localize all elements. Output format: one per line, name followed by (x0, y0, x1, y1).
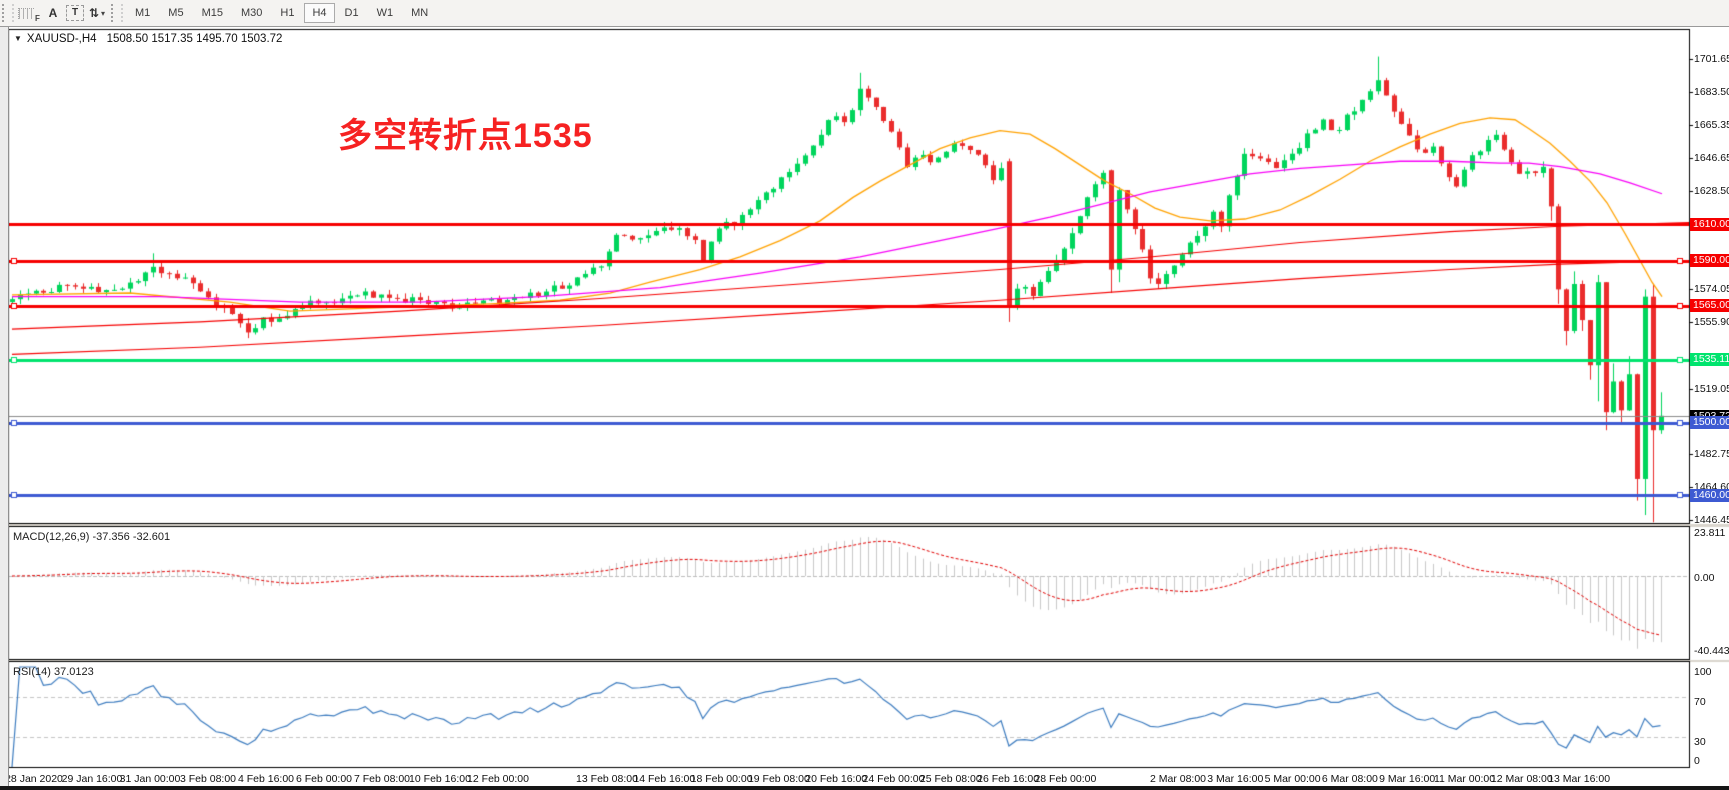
time-axis-label: 25 Feb 08:00 (919, 773, 982, 785)
timeframe-button-m30[interactable]: M30 (233, 3, 270, 23)
time-axis-label: 19 Feb 08:00 (747, 773, 810, 785)
price-axis-tick: 1701.65 (1694, 53, 1729, 65)
rsi-axis-label: 100 (1694, 666, 1712, 678)
time-axis-label: 3 Mar 16:00 (1207, 773, 1264, 785)
price-level-tag-1500.00: 1500.00 (1690, 416, 1729, 430)
macd-indicator-label: MACD(12,26,9) -37.356 -32.601 (13, 531, 171, 543)
price-axis-tick: 1646.65 (1694, 152, 1729, 165)
timeframe-button-h1[interactable]: H1 (272, 3, 302, 23)
time-axis-label: 2 Mar 08:00 (1149, 773, 1207, 785)
macd-axis-label: -40.443 (1694, 645, 1729, 657)
time-axis-label: 3 Feb 08:00 (179, 773, 237, 785)
time-axis-label: 5 Mar 00:00 (1264, 773, 1321, 785)
time-axis-label: 6 Feb 00:00 (295, 773, 353, 785)
rsi-indicator-label: RSI(14) 37.0123 (13, 666, 94, 678)
time-axis-label: 12 Feb 00:00 (467, 773, 529, 785)
time-axis-label: 13 Mar 16:00 (1548, 773, 1611, 785)
chart-annotation-text[interactable]: 多空转折点1535 (338, 117, 593, 155)
price-axis-tick: 1628.50 (1694, 185, 1729, 198)
time-axis-label: 13 Feb 08:00 (576, 773, 638, 785)
crosshair-grid-icon[interactable]: F (18, 3, 40, 23)
time-axis-label: 29 Jan 16:00 (61, 773, 123, 785)
time-axis-label: 6 Mar 08:00 (1321, 773, 1378, 785)
timeframe-button-w1[interactable]: W1 (369, 3, 402, 23)
text-cursor-icon[interactable]: A (48, 6, 58, 20)
bottom-window-border (0, 786, 1729, 790)
window-left-edge (0, 27, 9, 786)
timeframe-button-m1[interactable]: M1 (127, 3, 158, 23)
timeframe-button-mn[interactable]: MN (403, 3, 436, 23)
macd-axis-label: 23.811 (1694, 527, 1726, 539)
price-level-tag-1610.00: 1610.00 (1690, 217, 1729, 231)
time-axis-label: 28 Feb 00:00 (1034, 773, 1097, 785)
toolbar: F A T ⇅ ▾ M1 M5 M15 M30 H1 H4 D1 W1 MN (0, 0, 1729, 27)
time-axis-label: 14 Feb 16:00 (633, 773, 696, 785)
timeframe-toolbar: M1 M5 M15 M30 H1 H4 D1 W1 MN (126, 0, 437, 26)
time-axis-label: 12 Mar 08:00 (1490, 773, 1553, 785)
price-axis-tick: 1482.75 (1694, 448, 1729, 461)
arrow-style-icon[interactable]: ⇅ ▾ (86, 3, 108, 23)
price-axis-tick: 1555.90 (1694, 316, 1729, 329)
rsi-axis-label: 30 (1694, 736, 1706, 748)
time-axis-label: 11 Mar 00:00 (1433, 773, 1496, 785)
price-axis-tick: 1574.05 (1694, 283, 1729, 296)
time-axis-label: 10 Feb 16:00 (409, 773, 471, 785)
time-axis-label: 18 Feb 00:00 (690, 773, 753, 785)
ohlc-values: 1508.50 1517.35 1495.70 1503.72 (106, 33, 283, 45)
time-axis-label: 31 Jan 00:00 (119, 773, 181, 785)
price-level-tag-1590.00: 1590.00 (1690, 254, 1729, 268)
price-level-tag-1565.00: 1565.00 (1690, 299, 1729, 313)
price-level-tag-1535.11: 1535.11 (1690, 353, 1729, 367)
time-axis-label: 28 Jan 2020 (5, 773, 63, 785)
grid-icon (18, 7, 35, 19)
toolbar-drag-handle[interactable] (2, 4, 14, 22)
timeframe-button-d1[interactable]: D1 (337, 3, 367, 23)
price-axis-tick: 1446.45 (1694, 513, 1729, 526)
symbol-name: XAUUSD-,H4 (26, 33, 97, 45)
time-axis-label: 26 Feb 16:00 (977, 773, 1040, 785)
timeframe-button-m15[interactable]: M15 (194, 3, 231, 23)
symbol-dropdown-icon[interactable]: ▼ (14, 34, 22, 43)
timeframe-button-m5[interactable]: M5 (160, 3, 191, 23)
time-axis-label: 20 Feb 16:00 (805, 773, 868, 785)
rsi-axis-label: 0 (1694, 755, 1700, 767)
arrows-glyph: ⇅ (88, 6, 100, 20)
time-axis-label: 9 Mar 16:00 (1379, 773, 1436, 785)
time-axis-label: 24 Feb 00:00 (862, 773, 925, 785)
price-level-tag-1460.00: 1460.00 (1690, 488, 1729, 502)
price-axis-tick: 1683.50 (1694, 85, 1729, 98)
chevron-down-icon: ▾ (101, 8, 106, 18)
grid-icon-label: F (35, 14, 40, 23)
price-axis-tick: 1519.05 (1694, 382, 1729, 395)
time-axis-label: 7 Feb 08:00 (353, 773, 411, 785)
timeframe-button-h4[interactable]: H4 (304, 3, 335, 23)
rsi-axis-label: 70 (1694, 696, 1706, 708)
chart-title: ▼ XAUUSD-,H4 1508.50 1517.35 1495.70 1503.… (14, 33, 282, 45)
macd-axis-label: 0.00 (1694, 572, 1715, 584)
text-label-icon[interactable]: T (66, 5, 84, 21)
time-axis-label: 4 Feb 16:00 (237, 773, 295, 785)
toolbar-drag-handle[interactable] (111, 4, 123, 22)
price-axis-tick: 1665.35 (1694, 118, 1729, 131)
